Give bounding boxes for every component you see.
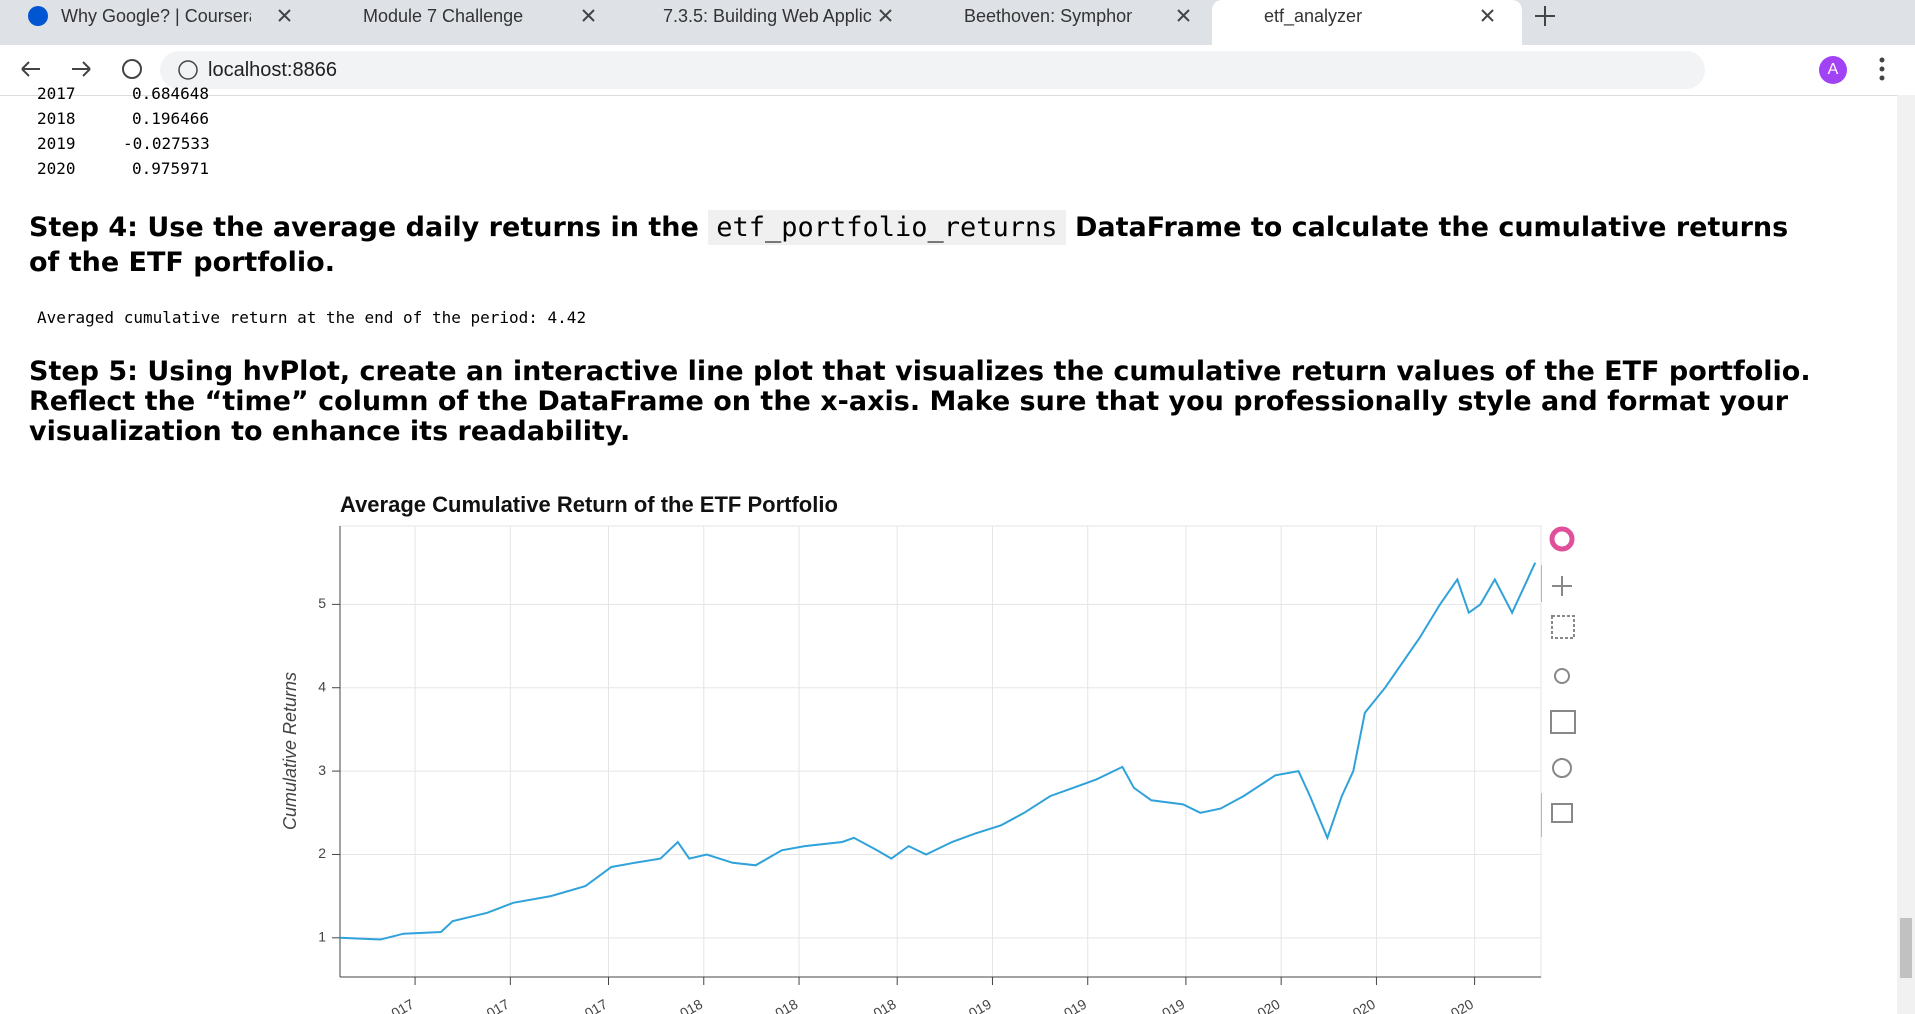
y-tick-label: 4: [318, 678, 326, 694]
box-zoom-tool[interactable]: [1551, 615, 1575, 639]
x-tick-label: 020: [1254, 996, 1282, 1014]
x-tick-label: 019: [966, 996, 994, 1014]
url[interactable]: localhost:8866: [208, 59, 337, 81]
tab-title[interactable]: etf_analyzer: [1264, 6, 1363, 26]
pan-tool[interactable]: [1552, 576, 1572, 596]
x-tick-label: 018: [870, 996, 898, 1014]
step4-heading: Step 4: Use the average daily returns in…: [29, 210, 1819, 280]
y-tick-label: 2: [318, 845, 326, 861]
line: [339, 562, 1537, 941]
info-icon[interactable]: [178, 60, 198, 80]
tab-title[interactable]: 7.3.5: Building Web Applic: [663, 6, 872, 26]
cell: 0.196466: [132, 109, 210, 128]
x-tick-label: 017: [484, 996, 512, 1014]
cell: -0.027533: [123, 134, 210, 153]
wheel-zoom-tool[interactable]: [1554, 668, 1570, 684]
cumulative-output: Averaged cumulative return at the end of…: [37, 308, 587, 327]
x-tick-label: 018: [772, 996, 800, 1014]
tab-close-icons: [21, 6, 1555, 77]
x-tick-label: 020: [1350, 996, 1378, 1014]
cell: 2017: [37, 87, 76, 103]
favicon: [28, 6, 48, 26]
scroll-thumb[interactable]: [1900, 918, 1912, 978]
tab-title[interactable]: Beethoven: Symphon: [964, 6, 1132, 26]
output-table: 2017 0.684648 2018 0.196466 2019 -0.027533 …: [37, 87, 337, 181]
x-tick-label: 017: [582, 996, 610, 1014]
cell: 2019: [37, 134, 76, 153]
save-tool[interactable]: [1550, 710, 1576, 734]
chart-title: Average Cumulative Return of the ETF Por…: [340, 492, 838, 517]
cell: 0.975971: [132, 159, 210, 178]
hover-tool[interactable]: [1551, 803, 1573, 823]
tab-title[interactable]: Why Google? | Coursera: [61, 6, 251, 26]
omnibox[interactable]: [160, 51, 1705, 89]
toolbar: [1538, 526, 1576, 837]
x-tick-label: 017: [388, 996, 416, 1014]
heading-text: DataFrame to calculate the cumulative re…: [29, 212, 1789, 278]
y-axis-label: Cumulative Returns: [280, 672, 300, 830]
active-tab[interactable]: [1212, 0, 1522, 45]
browser-icons: [21, 6, 1885, 81]
step5-heading: Step 5: Using hvPlot, create an interact…: [29, 356, 1811, 447]
y-tick-label: 1: [318, 929, 326, 945]
bokeh-logo[interactable]: [1549, 526, 1575, 552]
plot-area: [339, 525, 1542, 978]
cell: 0.684648: [132, 87, 210, 103]
inline-code: etf_portfolio_returns: [708, 210, 1066, 245]
heading-text: Step 4: Use the average daily returns in…: [29, 212, 699, 243]
cell: 2020: [37, 159, 76, 178]
profile-avatar[interactable]: A: [1819, 56, 1847, 84]
tab-title[interactable]: Module 7 Challenge: [363, 6, 524, 26]
x-tick-label: 019: [1159, 996, 1187, 1014]
cell: 2018: [37, 109, 76, 128]
reload-icon[interactable]: [122, 59, 142, 79]
y-tick-label: 5: [318, 595, 326, 611]
scrollbar[interactable]: [1897, 95, 1915, 1014]
tab-bar: [0, 0, 1915, 45]
reset-tool[interactable]: [1552, 758, 1572, 778]
y-tick-label: 3: [318, 762, 326, 778]
x-tick-label: 020: [1448, 996, 1476, 1014]
x-tick-label: 019: [1061, 996, 1089, 1014]
x-tick-label: 018: [677, 996, 705, 1014]
